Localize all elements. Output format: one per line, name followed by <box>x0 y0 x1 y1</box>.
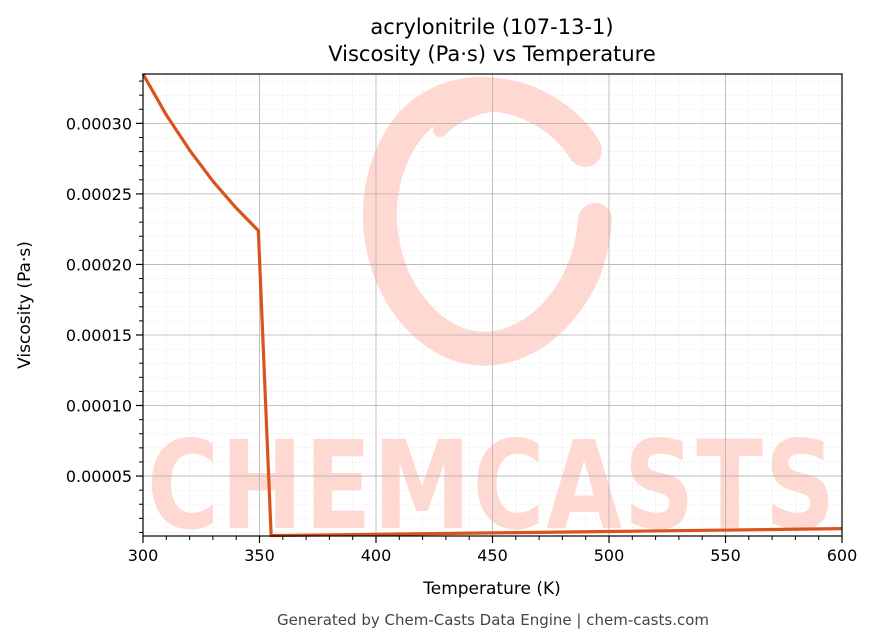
y-tick-label: 0.00030 <box>66 114 132 133</box>
x-tick-label: 300 <box>128 546 159 565</box>
y-tick-label: 0.00025 <box>66 185 132 204</box>
x-tick-label: 550 <box>710 546 741 565</box>
x-axis-label: Temperature (K) <box>422 579 561 599</box>
chart-subtitle: Viscosity (Pa·s) vs Temperature <box>328 42 656 66</box>
y-axis-label: Viscosity (Pa·s) <box>15 241 35 369</box>
x-tick-label: 450 <box>477 546 508 565</box>
x-tick-label: 400 <box>361 546 392 565</box>
footer-credit: Generated by Chem-Casts Data Engine | ch… <box>277 611 709 629</box>
watermark-swirl <box>362 77 612 366</box>
x-tick-label: 350 <box>244 546 275 565</box>
y-tick-label: 0.00005 <box>66 467 132 486</box>
x-axis-tick-labels: 300 350 400 450 500 550 600 <box>128 546 858 565</box>
y-axis-ticks <box>136 80 143 533</box>
y-axis-tick-labels: 0.00005 0.00010 0.00015 0.00020 0.00025 0.000… <box>66 114 132 486</box>
x-tick-label: 500 <box>594 546 625 565</box>
y-tick-label: 0.00010 <box>66 397 132 416</box>
y-tick-label: 0.00015 <box>66 326 132 345</box>
x-tick-label: 600 <box>827 546 858 565</box>
y-tick-label: 0.00020 <box>66 255 132 274</box>
major-grid <box>143 74 842 536</box>
x-axis-ticks <box>142 536 843 543</box>
chart-title: acrylonitrile (107-13-1) <box>370 15 613 39</box>
